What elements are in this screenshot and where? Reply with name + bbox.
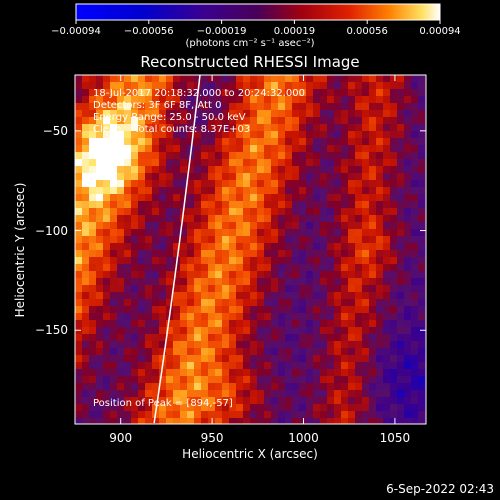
colorbar-ticks bbox=[75, 20, 441, 24]
info-line-time: 18-Jul-2017 20:18:32.000 to 20:24:32.000 bbox=[93, 88, 305, 99]
colorbar-tick-label: 0.00019 bbox=[273, 26, 316, 37]
heatmap-cells bbox=[75, 75, 426, 424]
info-line-detectors: Detectors: 3F 6F 8F, Att 0 bbox=[93, 100, 222, 111]
peak-position-label: Position of Peak = [894,-57] bbox=[93, 398, 233, 409]
colorbar-tick-label: −0.00056 bbox=[123, 26, 174, 37]
x-tick-label: 950 bbox=[200, 431, 224, 445]
info-line-counts: Clean Total counts: 8.37E+03 bbox=[93, 124, 251, 135]
plot-frame bbox=[74, 74, 427, 425]
colorbar-unit-label: (photons cm⁻² s⁻¹ asec⁻²) bbox=[185, 38, 315, 49]
axis-ticks bbox=[75, 75, 426, 424]
x-tick-label: 1000 bbox=[288, 431, 319, 445]
footer-timestamp: 6-Sep-2022 02:43 bbox=[386, 482, 494, 496]
x-tick-label: 1050 bbox=[379, 431, 411, 445]
x-tick-label: 900 bbox=[109, 431, 133, 445]
y-tick-label: −100 bbox=[35, 223, 68, 238]
colorbar-gradient bbox=[75, 3, 441, 21]
chart-title: Reconstructed RHESSI Image bbox=[140, 53, 360, 71]
colorbar-tick-label: −0.00019 bbox=[196, 26, 247, 37]
colorbar bbox=[75, 3, 441, 24]
y-tick-label: −150 bbox=[35, 323, 68, 338]
y-tick-label: −50 bbox=[42, 123, 68, 138]
colorbar-tick-label: −0.00094 bbox=[51, 26, 101, 37]
colorbar-tick-label: 0.00056 bbox=[346, 26, 388, 37]
info-line-energy: Energy Range: 25.0 - 50.0 keV bbox=[93, 112, 246, 123]
x-axis-label: Heliocentric X (arcsec) bbox=[182, 447, 318, 461]
solar-limb-line bbox=[153, 75, 201, 424]
colorbar-tick-label: 0.00094 bbox=[419, 26, 461, 37]
y-axis-label: Heliocentric Y (arcsec) bbox=[13, 182, 27, 318]
